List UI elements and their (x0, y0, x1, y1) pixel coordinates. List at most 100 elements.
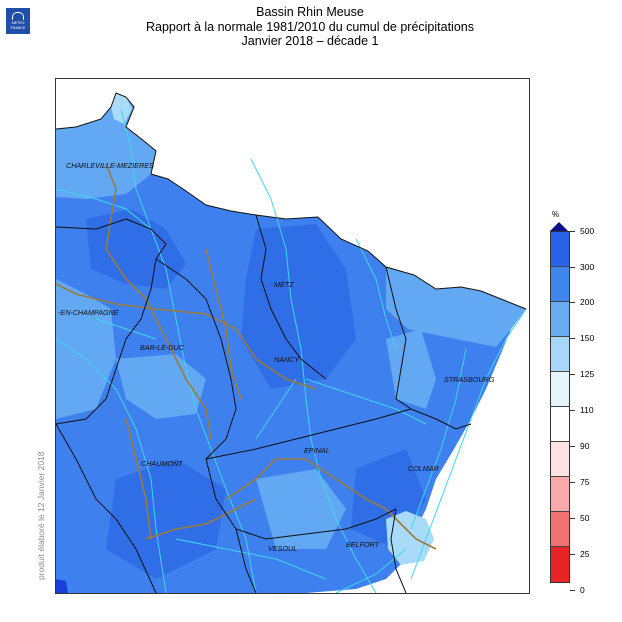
border-vosges (205, 458, 397, 540)
canal-saone (145, 498, 257, 540)
title-line-3: Janvier 2018 – décade 1 (241, 34, 379, 48)
legend-cell-200-300 (551, 267, 569, 302)
legend-tick-3 (570, 338, 575, 339)
canal-marne-rhin (56, 283, 317, 390)
legend-tick-label-300: 300 (580, 262, 595, 272)
map-svg: CHARLEVILLE-MEZIERES METZ -EN-CHAMPAGNE … (56, 92, 527, 593)
canal-marne-saone (125, 418, 152, 540)
legend-color-bar (550, 231, 570, 583)
title-line-1: Bassin Rhin Meuse (256, 5, 364, 19)
legend-tick-2 (570, 302, 575, 303)
river-ornain (95, 318, 157, 340)
title-line-2: Rapport à la normale 1981/2010 du cumul … (146, 19, 474, 34)
river-moselle (250, 158, 377, 593)
legend-tick-label-25: 25 (580, 549, 590, 559)
legend: % 500 300 200 150 125 110 90 75 50 25 0 (540, 210, 620, 610)
department-borders (56, 92, 527, 593)
river-rhine (410, 308, 527, 580)
legend-tick-label-150: 150 (580, 333, 595, 343)
city-label-chalons-en-champagne: -EN-CHAMPAGNE (58, 308, 119, 317)
map-frame: CHARLEVILLE-MEZIERES METZ -EN-CHAMPAGNE … (55, 78, 530, 594)
river-doubs (335, 548, 407, 593)
border-meuse-east (155, 258, 237, 460)
small-blue-patch (56, 579, 68, 593)
light-zone-west (56, 279, 116, 419)
legend-cell-300-500 (551, 232, 569, 267)
border-haute-marne (56, 423, 157, 593)
river-sarre (355, 238, 397, 350)
light-zone-south (256, 469, 346, 549)
city-label-belfort: BELFORT (346, 540, 380, 549)
border-ardennes (56, 218, 167, 260)
city-label-vesoul: VESOUL (268, 544, 297, 553)
city-label-charleville-mezieres: CHARLEVILLE-MEZIERES (66, 161, 154, 170)
city-label-epinal: EPINAL (304, 446, 330, 455)
legend-cell-125-150 (551, 337, 569, 372)
canals (56, 163, 437, 550)
light-zone-vosges (386, 329, 436, 409)
city-label-strasbourg: STRASBOURG (444, 375, 495, 384)
basin-outline (56, 92, 527, 310)
legend-tick-1 (570, 267, 575, 268)
pale-zone-belfort (386, 511, 434, 565)
river-ill (410, 348, 467, 530)
river-madon (255, 378, 297, 440)
logo-text-1: METEO (11, 21, 25, 25)
legend-tick-5 (570, 410, 575, 411)
border-meuse-west (56, 258, 157, 425)
legend-tick-label-0: 0 (580, 585, 585, 595)
border-moselle (255, 214, 327, 380)
production-credit: produit élaboré le 12 Janvier 2018 (36, 451, 46, 580)
legend-overflow-arrow-icon (550, 222, 568, 231)
legend-tick-label-110: 110 (580, 405, 594, 415)
pale-zone-north (111, 93, 132, 124)
light-zone-east (386, 267, 526, 347)
map-titles: Bassin Rhin Meuse Rapport à la normale 1… (110, 5, 510, 49)
legend-cell-25-50 (551, 512, 569, 547)
dark-patch-1 (86, 209, 186, 289)
logo-text-2: FRANCE (10, 26, 26, 30)
city-label-colmar: COLMAR (408, 464, 439, 473)
legend-unit: % (552, 210, 560, 219)
legend-cell-0-25 (551, 547, 569, 582)
legend-cell-110-125 (551, 372, 569, 407)
legend-cell-90-110 (551, 407, 569, 442)
logo-mark-icon (12, 12, 24, 20)
legend-tick-label-125: 125 (580, 369, 595, 379)
legend-tick-7 (570, 482, 575, 483)
canal-meuse (105, 163, 212, 440)
light-zone-center (116, 354, 206, 419)
river-meurthe (305, 378, 427, 425)
legend-tick-label-200: 200 (580, 297, 595, 307)
legend-cell-50-75 (551, 477, 569, 512)
canal-vosges (225, 458, 387, 510)
border-bas-rhin (385, 266, 412, 410)
canal-rhone-rhin (385, 508, 437, 550)
legend-cell-75-90 (551, 442, 569, 477)
legend-tick-6 (570, 446, 575, 447)
river-aisne (56, 188, 152, 230)
border-haut-rhin (410, 408, 472, 430)
river-marne (56, 338, 167, 593)
border-territoire (390, 508, 407, 593)
dark-patch-2 (241, 224, 356, 389)
legend-tick-8 (570, 518, 575, 519)
legend-tick-10 (570, 590, 575, 591)
light-zone-north (56, 93, 156, 199)
legend-tick-label-90: 90 (580, 441, 590, 451)
city-label-bar-le-duc: BAR-LE-DUC (140, 343, 185, 352)
city-label-metz: METZ (274, 280, 294, 289)
legend-tick-0 (570, 231, 575, 232)
city-label-nancy: NANCY (274, 355, 300, 364)
legend-tick-label-75: 75 (580, 477, 590, 487)
river-saone (175, 538, 327, 580)
meteo-france-logo: METEO FRANCE (6, 8, 30, 34)
legend-tick-4 (570, 374, 575, 375)
legend-tick-label-50: 50 (580, 513, 590, 523)
legend-tick-label-500: 500 (580, 226, 595, 236)
border-meurthe-south (205, 408, 412, 460)
border-haute-saone (235, 528, 257, 593)
city-label-chaumont: CHAUMONT (141, 459, 183, 468)
legend-tick-9 (570, 554, 575, 555)
canal-est (205, 248, 242, 400)
